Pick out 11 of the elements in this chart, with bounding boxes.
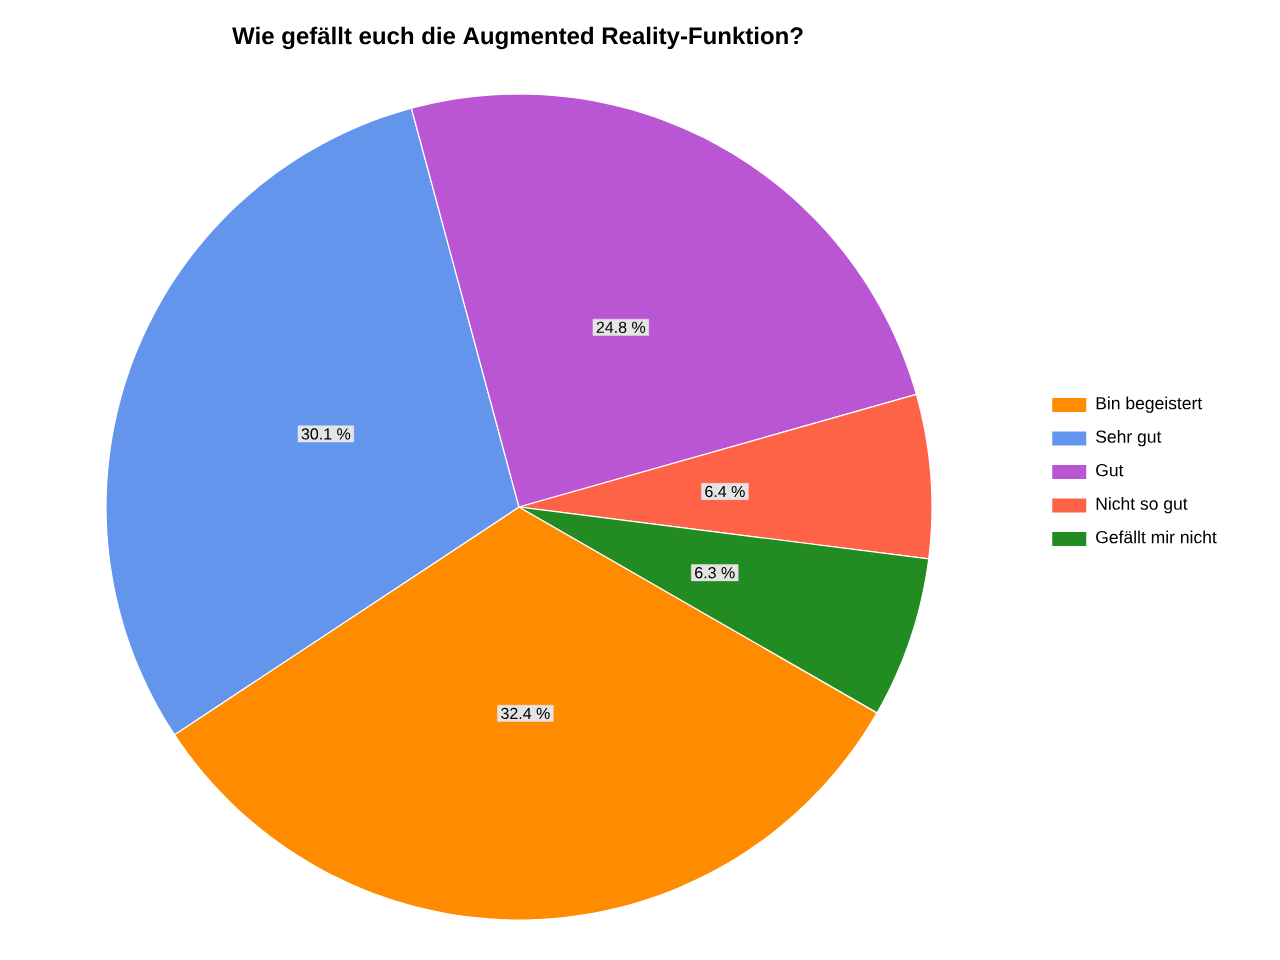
legend-label: Bin begeistert: [1096, 396, 1203, 413]
chart-title: Wie gefällt euch die Augmented Reality-Funktion?: [232, 26, 803, 50]
data-label: 30.1 %: [301, 428, 351, 440]
data-label: 6.4 %: [705, 485, 745, 498]
data-label: 24.8 %: [596, 321, 646, 333]
data-label: 32.4 %: [501, 707, 550, 720]
legend-label: Gefällt mir nicht: [1096, 530, 1217, 544]
legend-label: Gut: [1096, 463, 1124, 477]
data-label: 6.3 %: [695, 567, 735, 579]
legend-label: Nicht so gut: [1096, 497, 1188, 514]
legend-label: Sehr gut: [1096, 430, 1162, 447]
